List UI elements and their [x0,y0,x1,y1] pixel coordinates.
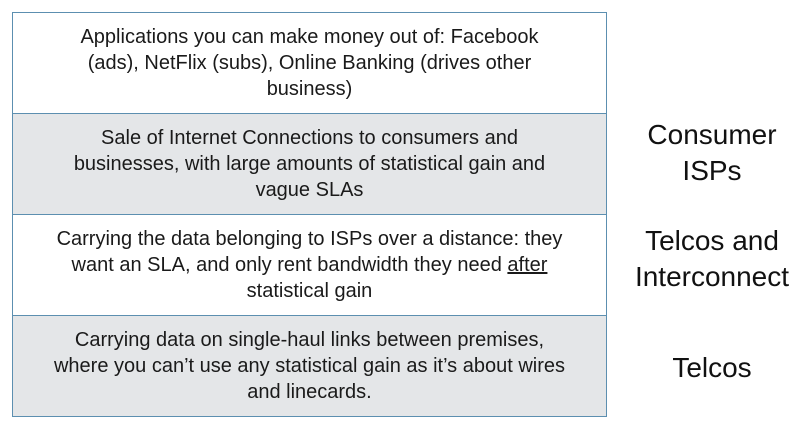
text-line: Applications you can make money out of: … [80,26,539,48]
text-line: Carrying data on single-haul links betwe… [74,329,545,351]
label-telcos-interconnect: Telcos and Interconnect [612,223,801,295]
text-line: Sale of Internet Connections to consumer… [101,127,518,149]
text-line: where you can’t use any statistical gain… [53,355,565,377]
label-line: Telcos and [645,225,779,256]
text-line: (ads), NetFlix (subs), Online Banking (d… [87,52,532,74]
layer-data-carrying: Carrying the data belonging to ISPs over… [13,214,606,315]
layer-single-haul-links-text: Carrying data on single-haul links betwe… [54,327,565,405]
layer-applications: Applications you can make money out of: … [13,12,606,113]
layer-data-carrying-text: Carrying the data belonging to ISPs over… [57,226,563,304]
layer-internet-connections: Sale of Internet Connections to consumer… [13,113,606,214]
layer-internet-connections-text: Sale of Internet Connections to consumer… [74,125,545,203]
label-line: Interconnect [634,261,790,292]
label-line: Telcos [672,352,752,383]
text-line: businesses, with large amounts of statis… [73,153,546,175]
layer-stack: Applications you can make money out of: … [12,12,607,417]
layer-applications-text: Applications you can make money out of: … [80,24,538,102]
text-line: vague SLAs [255,179,364,201]
layer-single-haul-links: Carrying data on single-haul links betwe… [13,315,606,416]
label-consumer-isps: Consumer ISPs [612,117,801,189]
text-line: business) [266,78,353,100]
text-line: Carrying the data belonging to ISPs over… [56,228,563,250]
text-line: statistical gain [246,280,373,302]
label-line: ISPs [682,155,742,186]
label-telcos: Telcos [612,350,801,386]
underlined-word: after [507,254,548,276]
label-line: Consumer [647,119,777,150]
text-line: and linecards. [247,381,372,403]
text-line: want an SLA, and only rent bandwidth the… [71,254,508,276]
